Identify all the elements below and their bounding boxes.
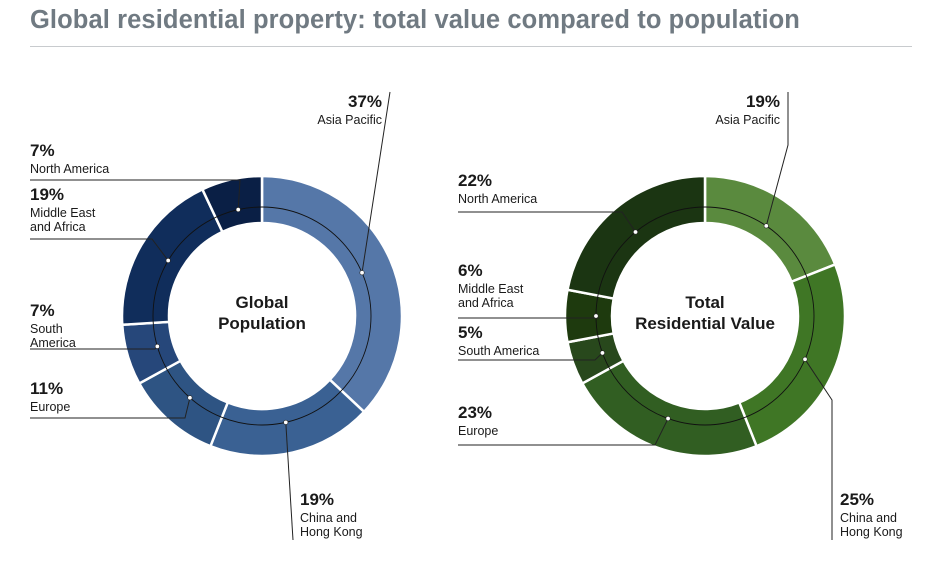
leader-line [804,359,833,540]
leader-dot [599,350,605,356]
residential-value-donut: Total Residential Value 19% Asia Pacific 25%… [458,92,903,540]
leader-line [458,418,669,446]
category-label: Asia Pacific [715,113,780,127]
leader-line [458,352,603,361]
donut-slice-1 [260,174,404,414]
leader-dot [359,270,365,276]
donut-slice-2 [737,262,847,448]
percent-label: 7% [30,141,55,160]
percent-label: 25% [840,490,874,509]
leader-dot [154,343,160,349]
leader-dot [763,223,769,229]
population-donut: Global Population 37% Asia Pacific 19% China … [30,91,404,541]
leader-dot [187,395,193,401]
category-label: Hong Kong [840,525,903,539]
category-label: South America [458,344,539,358]
center-label-line: Total [685,293,724,312]
leader-dot [802,356,808,362]
leader-line [30,238,169,261]
category-label: America [30,336,76,350]
percent-label: 19% [300,490,334,509]
percent-label: 22% [458,171,492,190]
percent-label: 19% [30,185,64,204]
center-label-line: Residential Value [635,314,775,333]
category-label: and Africa [458,296,514,310]
category-label: Middle East [30,206,96,220]
category-label: North America [30,162,109,176]
percent-label: 5% [458,323,483,342]
category-label: Europe [458,424,498,438]
leader-line [30,397,191,419]
leader-line [458,211,636,233]
category-label: and Africa [30,220,86,234]
percent-label: 19% [746,92,780,111]
category-label: Asia Pacific [317,113,382,127]
center-label-line: Population [218,314,306,333]
leader-line [30,179,241,210]
donut-slice-6 [566,174,707,301]
percent-label: 11% [30,379,63,398]
percent-label: 37% [348,92,382,111]
donut-slice-6 [200,174,264,234]
leader-dot [665,416,671,422]
leader-dot [235,207,241,213]
donut-slice-3 [580,359,759,458]
center-label-line: Global [236,293,289,312]
category-label: China and [300,511,357,525]
donut-inner-ring [152,206,372,426]
category-label: North America [458,192,537,206]
leader-dot [633,229,639,235]
leader-line [285,422,294,541]
leader-line [361,91,391,273]
donut-slice-5 [120,187,225,327]
leader-dot [165,258,171,264]
category-label: Hong Kong [300,525,363,539]
percent-label: 23% [458,403,492,422]
percent-label: 6% [458,261,483,280]
page-title: Global residential property: total value… [30,6,800,34]
leader-dot [283,419,289,425]
category-label: Europe [30,400,70,414]
category-label: Middle East [458,282,524,296]
category-label: China and [840,511,897,525]
category-label: South [30,322,63,336]
leader-dot [593,313,599,319]
percent-label: 7% [30,301,55,320]
leader-line [765,92,789,226]
title-divider [30,46,912,47]
